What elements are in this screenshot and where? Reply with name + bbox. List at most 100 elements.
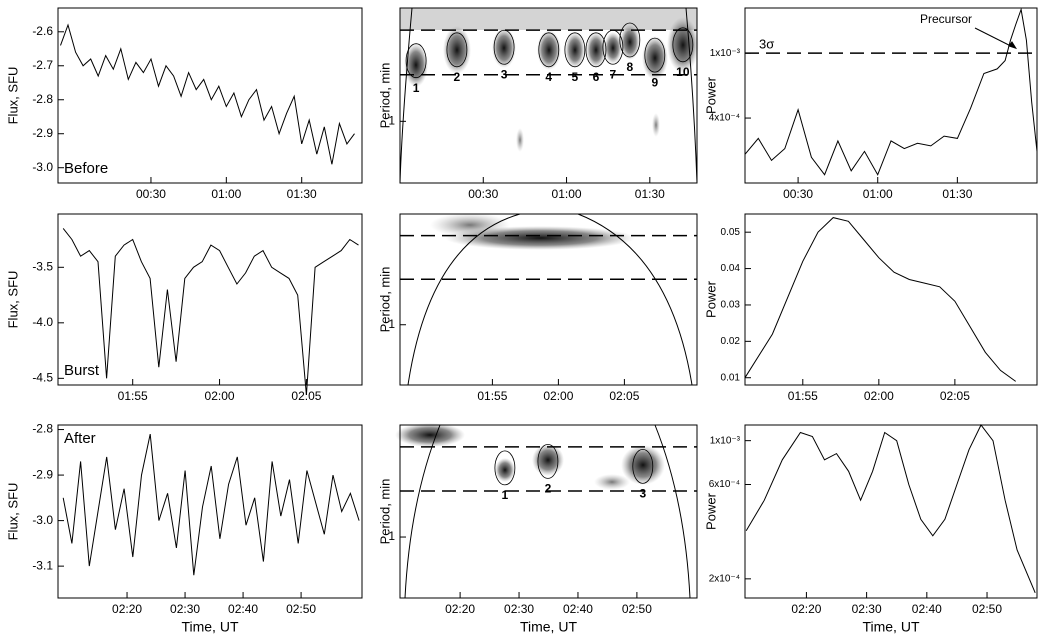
region-label: 3 xyxy=(639,487,646,501)
region-outline xyxy=(538,32,560,68)
plot-frame xyxy=(744,424,1038,599)
cone-of-influence xyxy=(399,7,698,599)
y-tick-label: 2x10⁻⁴ xyxy=(709,573,740,584)
plot-frame xyxy=(57,7,363,184)
y-axis-label: Power xyxy=(703,492,718,530)
x-tick-label: 01:00 xyxy=(552,187,582,201)
x-tick-label: 02:30 xyxy=(852,602,882,616)
panel-label: Before xyxy=(64,160,108,177)
annotation-arrow xyxy=(974,27,1014,48)
y-tick-label: -2.7 xyxy=(32,58,53,72)
x-axis-label: Time, UT xyxy=(520,619,577,635)
y-axis-label: Period, min xyxy=(377,267,392,333)
y-axis-label: Flux, SFU xyxy=(5,67,20,125)
plot-frame xyxy=(57,424,363,599)
y-tick-label: 0.03 xyxy=(721,300,741,311)
plot-frame xyxy=(399,7,698,184)
region-label: 9 xyxy=(651,75,658,89)
x-tick-label: 02:05 xyxy=(609,389,639,403)
y-axis-label: Power xyxy=(703,76,718,114)
y-tick-label: 1x10⁻³ xyxy=(710,48,741,59)
series-line xyxy=(744,217,1016,382)
y-axis-label: Period, min xyxy=(377,479,392,545)
x-tick-label: 01:30 xyxy=(287,187,317,201)
plot-frame xyxy=(57,213,363,386)
x-tick-label: 01:30 xyxy=(635,187,665,201)
y-tick-label: -3.1 xyxy=(32,558,53,572)
region-label: 3 xyxy=(501,67,508,81)
region-label: 2 xyxy=(454,70,461,84)
region-outline xyxy=(493,29,515,65)
y-tick-label: -3.5 xyxy=(32,259,53,273)
region-label: 1 xyxy=(413,81,420,95)
y-tick-label: 1x10⁻³ xyxy=(710,435,741,446)
x-tick-label: 02:05 xyxy=(291,389,321,403)
region-label: 2 xyxy=(545,482,552,496)
x-tick-label: 02:00 xyxy=(205,389,235,403)
series-line xyxy=(744,7,1038,176)
annotation-arrowhead xyxy=(1008,41,1017,50)
y-tick-label: -3.0 xyxy=(32,160,53,174)
x-tick-label: 01:00 xyxy=(211,187,241,201)
region-label: 6 xyxy=(593,70,600,84)
series-line xyxy=(745,424,1036,593)
y-tick-label: 6x10⁻⁴ xyxy=(709,479,740,490)
region-label: 5 xyxy=(572,70,579,84)
y-tick-label: 1 xyxy=(388,114,395,128)
region-outline xyxy=(644,37,666,73)
threshold-label: 3σ xyxy=(759,37,774,52)
series-line xyxy=(62,433,360,576)
y-tick-label: -3.0 xyxy=(32,513,53,527)
y-axis-label: Power xyxy=(703,280,718,318)
series-line xyxy=(60,23,355,165)
region-label: 4 xyxy=(545,70,552,84)
plot-frame xyxy=(399,213,698,386)
x-tick-label: 02:00 xyxy=(864,389,894,403)
x-tick-label: 02:20 xyxy=(445,602,475,616)
region-label: 1 xyxy=(502,488,509,502)
panel-label: After xyxy=(64,430,96,447)
y-tick-label: -2.9 xyxy=(32,467,53,481)
y-tick-label: 0.02 xyxy=(721,336,741,347)
x-tick-label: 01:00 xyxy=(863,187,893,201)
plot-frame xyxy=(744,7,1038,184)
x-tick-label: 02:50 xyxy=(972,602,1002,616)
x-axis-label: Time, UT xyxy=(181,619,238,635)
x-tick-label: 02:20 xyxy=(791,602,821,616)
x-tick-label: 01:55 xyxy=(118,389,148,403)
series-line xyxy=(62,228,359,396)
y-tick-label: -4.0 xyxy=(32,315,53,329)
y-tick-label: -4.5 xyxy=(32,371,53,385)
region-label: 7 xyxy=(610,67,617,81)
region-outline xyxy=(632,448,654,484)
region-outline xyxy=(585,32,607,68)
x-tick-label: 02:20 xyxy=(112,602,142,616)
y-tick-label: -2.9 xyxy=(32,126,53,140)
y-axis-label: Period, min xyxy=(377,63,392,129)
y-tick-label: 1 xyxy=(388,317,395,331)
region-outline xyxy=(619,22,641,58)
y-tick-label: 1 xyxy=(388,529,395,543)
region-outline xyxy=(602,29,624,65)
x-tick-label: 00:30 xyxy=(468,187,498,201)
region-outline xyxy=(494,450,516,486)
panel-label: Burst xyxy=(64,362,100,379)
x-tick-label: 01:55 xyxy=(477,389,507,403)
x-tick-label: 02:50 xyxy=(286,602,316,616)
region-outline xyxy=(405,43,427,79)
y-tick-label: 0.01 xyxy=(721,372,741,383)
x-tick-label: 02:40 xyxy=(563,602,593,616)
x-tick-label: 02:50 xyxy=(622,602,652,616)
x-tick-label: 02:40 xyxy=(912,602,942,616)
region-outline xyxy=(564,32,586,68)
y-axis-label: Flux, SFU xyxy=(5,483,20,541)
x-tick-label: 01:55 xyxy=(788,389,818,403)
y-tick-label: 4x10⁻⁴ xyxy=(709,113,740,124)
region-outline xyxy=(672,27,694,63)
x-axis-label: Time, UT xyxy=(862,619,919,635)
region-label: 10 xyxy=(676,65,690,79)
region-label: 8 xyxy=(626,60,633,74)
x-tick-label: 00:30 xyxy=(136,187,166,201)
y-tick-label: -2.8 xyxy=(32,422,53,436)
